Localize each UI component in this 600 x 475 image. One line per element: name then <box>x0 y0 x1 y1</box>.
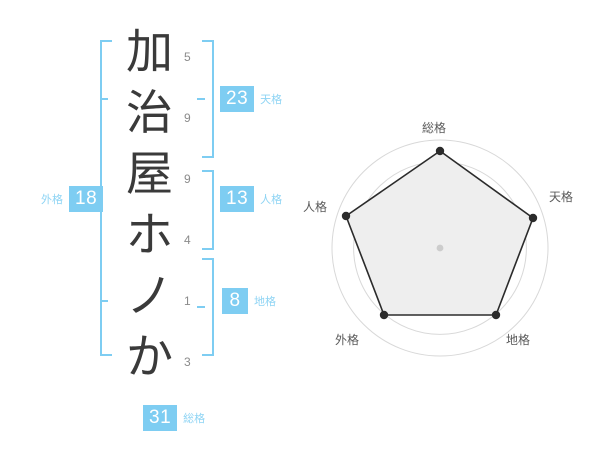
bracket-mid-tick-lower <box>100 300 108 302</box>
name-character-row: か 3 <box>126 329 191 390</box>
bracket-bottom-tick <box>202 354 214 356</box>
tenkaku-badge-group[interactable]: 23 天格 <box>220 86 282 112</box>
radar-chart-svg <box>331 139 549 357</box>
radar-point-jinkaku[interactable] <box>341 211 351 221</box>
name-character-row: 加 5 <box>126 24 191 85</box>
bracket-bottom-tick <box>100 354 112 356</box>
soukaku-badge-group[interactable]: 31 総格 <box>143 405 205 431</box>
name-character-glyph: 屋 <box>126 147 173 202</box>
name-character-glyph: 治 <box>126 86 173 141</box>
radar-point-gaikaku[interactable] <box>379 310 389 320</box>
name-character-glyph: ホ <box>126 208 173 263</box>
soukaku-value: 31 <box>143 405 178 431</box>
bracket-mid-tick <box>197 98 205 100</box>
tenkaku-value: 23 <box>220 86 255 112</box>
name-character-column: 加 5 治 9 屋 9 ホ 4 ノ 1 か 3 <box>126 24 191 390</box>
jinkaku-value: 13 <box>220 186 255 212</box>
name-diagram-panel: 加 5 治 9 屋 9 ホ 4 ノ 1 か 3 <box>0 0 300 470</box>
chikaku-label: 地格 <box>254 295 276 308</box>
gaikaku-label: 外格 <box>41 193 63 206</box>
bracket-mid-tick-upper <box>100 98 108 100</box>
chikaku-bracket <box>197 258 214 356</box>
name-character-row: 屋 9 <box>126 146 191 207</box>
radar-chart-panel: 総格 天格 地格 外格 人格 <box>300 0 600 470</box>
radar-grid-ring-5 <box>331 139 549 357</box>
gaikaku-badge-group[interactable]: 外格 18 <box>41 186 104 212</box>
name-character-strokes: 4 <box>184 233 191 247</box>
name-character-glyph: 加 <box>126 25 173 80</box>
bracket-vertical <box>212 170 214 250</box>
bracket-top-tick <box>202 170 214 172</box>
radar-axis-label-chikaku: 地格 <box>506 333 531 347</box>
name-character-row: 治 9 <box>126 85 191 146</box>
gaikaku-value: 18 <box>69 186 104 212</box>
bracket-top-tick <box>202 258 214 260</box>
name-character-glyph: ノ <box>126 269 173 324</box>
bracket-top-tick <box>202 40 214 42</box>
bracket-top-tick <box>100 40 112 42</box>
name-character-strokes: 9 <box>184 172 191 186</box>
tenkaku-label: 天格 <box>260 93 283 106</box>
jinkaku-label: 人格 <box>260 193 283 206</box>
radar-axis-label-jinkaku: 人格 <box>303 200 328 214</box>
tenkaku-bracket <box>197 40 214 158</box>
radar-data-points <box>341 146 538 320</box>
name-character-strokes: 5 <box>184 50 191 64</box>
radar-axis-label-soukaku: 総格 <box>422 121 447 135</box>
radar-data-polygon <box>345 150 534 316</box>
radar-axis-label-gaikaku: 外格 <box>335 333 360 347</box>
jinkaku-bracket <box>202 170 214 250</box>
name-character-strokes: 1 <box>184 294 191 308</box>
bracket-bottom-tick <box>202 248 214 250</box>
jinkaku-badge-group[interactable]: 13 人格 <box>220 186 282 212</box>
bracket-vertical <box>212 40 214 158</box>
radar-center-dot <box>436 244 444 252</box>
name-character-strokes: 3 <box>184 355 191 369</box>
bracket-bottom-tick <box>202 156 214 158</box>
bracket-vertical <box>212 258 214 356</box>
name-character-glyph: か <box>126 330 173 385</box>
radar-axis-label-tenkaku: 天格 <box>549 190 574 204</box>
name-character-row: ノ 1 <box>126 268 191 329</box>
chikaku-badge-group[interactable]: 8 地格 <box>222 288 276 314</box>
chikaku-value: 8 <box>222 288 248 314</box>
bracket-mid-tick <box>197 306 205 308</box>
radar-point-tenkaku[interactable] <box>528 213 538 223</box>
name-character-row: ホ 4 <box>126 207 191 268</box>
name-character-strokes: 9 <box>184 111 191 125</box>
radar-point-soukaku[interactable] <box>435 146 445 156</box>
soukaku-label: 総格 <box>183 412 206 425</box>
radar-point-chikaku[interactable] <box>491 310 501 320</box>
